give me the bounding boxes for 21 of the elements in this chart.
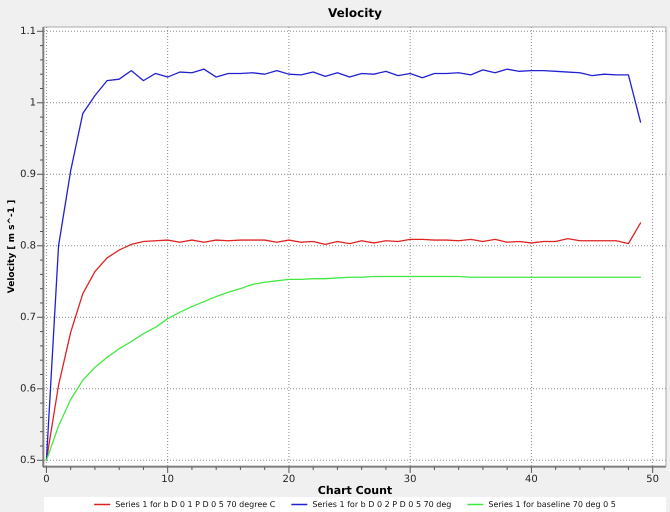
- legend-label: Series 1 for b D 0 1 P D 0 5 70 degree C: [115, 500, 276, 509]
- x-tick-label: 10: [161, 474, 174, 485]
- x-axis-title: Chart Count: [318, 484, 392, 497]
- x-tick-label: 30: [404, 474, 417, 485]
- legend-label: Series 1 for b D 0 2 P D 0 5 70 deg: [312, 500, 452, 509]
- chart-title: Velocity: [328, 6, 382, 20]
- x-tick-label: 20: [282, 474, 296, 485]
- y-tick-label: 0.5: [20, 454, 36, 466]
- legend-label: Series 1 for baseline 70 deg 0 5: [488, 500, 616, 509]
- y-tick-label: 1: [30, 97, 36, 108]
- x-tick-label: 50: [646, 474, 660, 485]
- y-axis-title: Velocity [ m s^-1 ]: [7, 200, 17, 294]
- y-tick-label: 0.9: [20, 168, 36, 180]
- y-tick-label: 1.1: [20, 26, 36, 37]
- x-tick-label: 0: [43, 474, 50, 485]
- y-tick-label: 0.7: [20, 312, 36, 323]
- line-series: [46, 68, 642, 461]
- line-series: [46, 276, 642, 461]
- y-tick-label: 0.6: [20, 383, 36, 394]
- x-tick-label: 40: [525, 474, 538, 485]
- y-tick-label: 0.8: [20, 240, 36, 252]
